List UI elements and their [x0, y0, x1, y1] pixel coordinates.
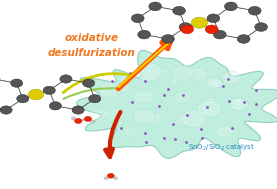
- Circle shape: [119, 76, 130, 83]
- Circle shape: [133, 89, 154, 104]
- Circle shape: [224, 2, 237, 11]
- Circle shape: [75, 119, 82, 123]
- Circle shape: [204, 97, 216, 106]
- Circle shape: [197, 100, 222, 117]
- Circle shape: [17, 94, 29, 103]
- Circle shape: [231, 97, 245, 107]
- Circle shape: [255, 23, 268, 31]
- Text: oxidative: oxidative: [65, 33, 118, 43]
- Circle shape: [248, 6, 261, 15]
- Circle shape: [134, 109, 155, 124]
- Circle shape: [207, 14, 220, 23]
- Circle shape: [179, 23, 192, 31]
- Circle shape: [113, 177, 117, 180]
- Circle shape: [28, 89, 44, 100]
- Text: desulfurization: desulfurization: [47, 48, 135, 58]
- Circle shape: [161, 35, 175, 43]
- Circle shape: [83, 79, 95, 87]
- Circle shape: [173, 92, 191, 103]
- Circle shape: [98, 82, 122, 98]
- Circle shape: [149, 2, 162, 11]
- Circle shape: [72, 106, 84, 114]
- Circle shape: [91, 120, 95, 123]
- Circle shape: [147, 114, 163, 124]
- Text: SnO$_2$/SiO$_2$ catalyst: SnO$_2$/SiO$_2$ catalyst: [188, 142, 255, 153]
- Circle shape: [211, 79, 224, 88]
- Circle shape: [216, 125, 234, 138]
- Circle shape: [221, 71, 241, 84]
- Circle shape: [205, 25, 218, 34]
- Circle shape: [181, 110, 207, 128]
- Circle shape: [0, 106, 12, 114]
- Circle shape: [221, 73, 230, 79]
- Circle shape: [138, 30, 150, 39]
- Circle shape: [84, 116, 92, 122]
- Circle shape: [49, 102, 61, 110]
- Circle shape: [136, 63, 162, 81]
- Circle shape: [230, 98, 248, 111]
- Circle shape: [144, 69, 157, 77]
- Circle shape: [116, 83, 130, 92]
- Circle shape: [43, 86, 55, 94]
- Circle shape: [181, 25, 194, 34]
- Circle shape: [176, 115, 191, 125]
- Circle shape: [90, 108, 107, 120]
- Circle shape: [172, 65, 194, 80]
- Circle shape: [71, 117, 76, 120]
- Circle shape: [170, 78, 178, 84]
- Circle shape: [188, 67, 207, 81]
- Circle shape: [160, 68, 168, 74]
- Circle shape: [104, 177, 108, 180]
- Circle shape: [206, 77, 222, 88]
- Circle shape: [116, 120, 123, 125]
- Circle shape: [60, 75, 72, 83]
- Polygon shape: [77, 50, 277, 158]
- Circle shape: [131, 14, 144, 23]
- Circle shape: [213, 30, 226, 39]
- Circle shape: [191, 17, 207, 28]
- Circle shape: [103, 108, 120, 120]
- Circle shape: [237, 35, 250, 43]
- Circle shape: [11, 79, 23, 87]
- Circle shape: [124, 127, 138, 137]
- Circle shape: [107, 173, 114, 178]
- Circle shape: [173, 6, 186, 15]
- Circle shape: [89, 94, 101, 103]
